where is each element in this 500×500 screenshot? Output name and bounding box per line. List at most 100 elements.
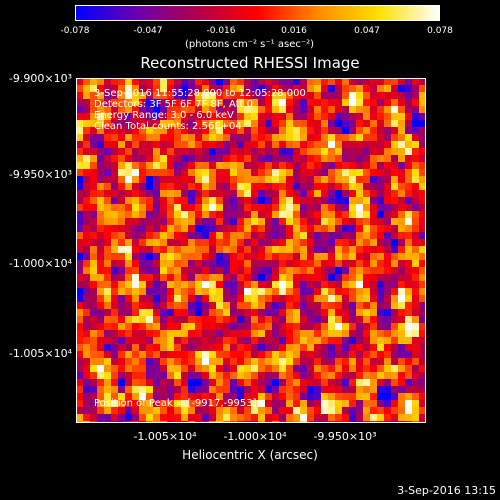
heatmap-cell (391, 85, 398, 92)
heatmap-cell (342, 148, 349, 155)
heatmap-cell (216, 414, 223, 421)
heatmap-cell (377, 400, 384, 407)
heatmap-cell (251, 323, 258, 330)
heatmap-cell (391, 351, 398, 358)
heatmap-cell (223, 204, 230, 211)
heatmap-cell (286, 260, 293, 267)
heatmap-cell (167, 309, 174, 316)
heatmap-cell (223, 232, 230, 239)
heatmap-cell (188, 379, 195, 386)
heatmap-cell (307, 400, 314, 407)
heatmap-cell (195, 351, 202, 358)
heatmap-cell (258, 113, 265, 120)
heatmap-cell (307, 274, 314, 281)
heatmap-cell (174, 344, 181, 351)
heatmap-cell (370, 309, 377, 316)
heatmap-cell (237, 99, 244, 106)
heatmap-cell (279, 141, 286, 148)
heatmap-cell (132, 106, 139, 113)
heatmap-cell (342, 204, 349, 211)
heatmap-cell (216, 351, 223, 358)
heatmap-cell (279, 267, 286, 274)
heatmap-cell (244, 246, 251, 253)
heatmap-cell (321, 246, 328, 253)
heatmap-cell (76, 169, 83, 176)
heatmap-cell (307, 344, 314, 351)
heatmap-cell (83, 99, 90, 106)
heatmap-cell (202, 365, 209, 372)
heatmap-cell (251, 267, 258, 274)
heatmap-cell (202, 316, 209, 323)
heatmap-cell (412, 316, 419, 323)
heatmap-cell (258, 281, 265, 288)
heatmap-cell (391, 113, 398, 120)
heatmap-cell (202, 141, 209, 148)
heatmap-cell (391, 316, 398, 323)
heatmap-cell (419, 344, 426, 351)
heatmap-cell (111, 92, 118, 99)
heatmap-cell (167, 190, 174, 197)
heatmap-cell (279, 260, 286, 267)
heatmap-cell (76, 274, 83, 281)
heatmap-cell (328, 386, 335, 393)
heatmap-cell (405, 372, 412, 379)
heatmap-cell (272, 162, 279, 169)
heatmap-cell (321, 204, 328, 211)
heatmap-cell (293, 218, 300, 225)
heatmap-cell (279, 127, 286, 134)
heatmap-cell (279, 190, 286, 197)
heatmap-cell (223, 183, 230, 190)
heatmap-cell (216, 232, 223, 239)
heatmap-cell (237, 365, 244, 372)
heatmap-cell (349, 99, 356, 106)
heatmap-cell (363, 106, 370, 113)
heatmap-cell (237, 239, 244, 246)
heatmap-cell (405, 141, 412, 148)
heatmap-cell (195, 78, 202, 85)
heatmap-cell (104, 365, 111, 372)
heatmap-cell (202, 351, 209, 358)
heatmap-cell (111, 113, 118, 120)
heatmap-cell (405, 176, 412, 183)
heatmap-cell (174, 78, 181, 85)
heatmap-cell (314, 302, 321, 309)
heatmap-cell (188, 204, 195, 211)
heatmap-cell (272, 120, 279, 127)
heatmap-cell (321, 183, 328, 190)
heatmap-cell (83, 253, 90, 260)
heatmap-cell (370, 127, 377, 134)
heatmap-cell (356, 232, 363, 239)
heatmap-cell (111, 267, 118, 274)
heatmap-cell (405, 253, 412, 260)
heatmap-cell (412, 358, 419, 365)
heatmap-cell (216, 155, 223, 162)
heatmap-cell (286, 246, 293, 253)
heatmap-cell (265, 183, 272, 190)
heatmap-cell (160, 183, 167, 190)
heatmap-cell (307, 281, 314, 288)
heatmap-cell (202, 99, 209, 106)
heatmap-cell (307, 197, 314, 204)
heatmap-cell (83, 169, 90, 176)
heatmap-cell (216, 372, 223, 379)
heatmap-cell (132, 190, 139, 197)
heatmap-cell (370, 302, 377, 309)
heatmap-cell (251, 225, 258, 232)
heatmap-cell (314, 232, 321, 239)
heatmap-cell (349, 218, 356, 225)
heatmap-cell (272, 400, 279, 407)
heatmap-cell (237, 358, 244, 365)
heatmap-cell (356, 99, 363, 106)
heatmap-cell (216, 106, 223, 113)
heatmap-cell (314, 162, 321, 169)
heatmap-cell (419, 176, 426, 183)
heatmap-cell (398, 274, 405, 281)
heatmap-cell (391, 197, 398, 204)
heatmap-cell (244, 197, 251, 204)
heatmap-cell (279, 281, 286, 288)
heatmap-cell (307, 386, 314, 393)
heatmap-cell (111, 330, 118, 337)
heatmap-cell (244, 232, 251, 239)
heatmap-cell (174, 218, 181, 225)
heatmap-cell (328, 106, 335, 113)
